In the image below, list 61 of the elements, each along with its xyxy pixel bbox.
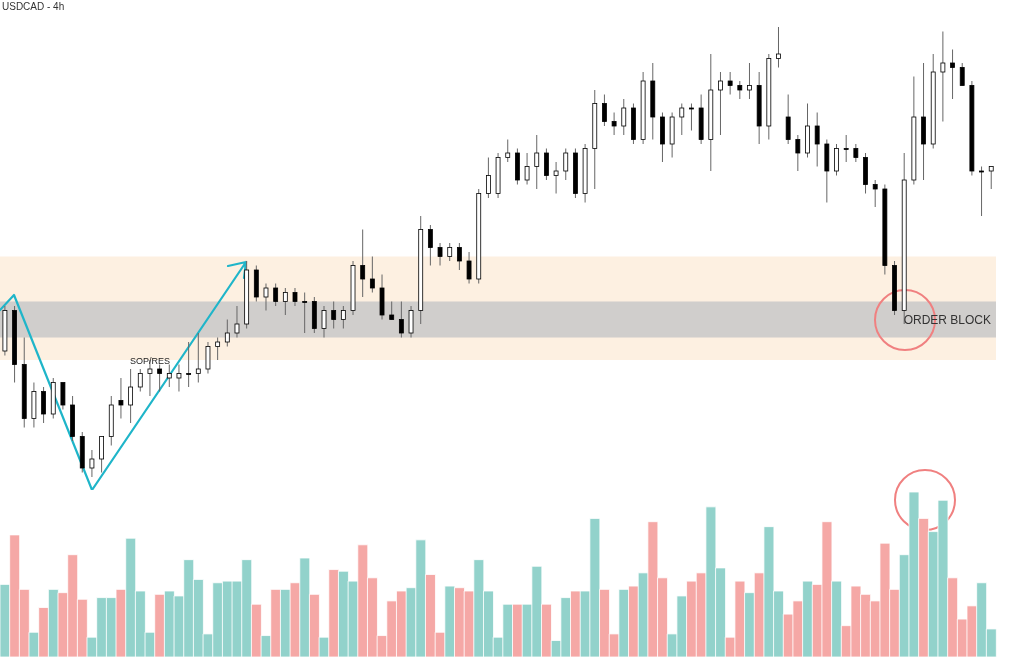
- candlestick: [128, 368, 134, 424]
- candlestick: [205, 341, 211, 374]
- chart-title: USDCAD - 4h: [2, 1, 65, 12]
- candlestick: [234, 305, 240, 338]
- candlestick: [282, 287, 288, 316]
- candlestick: [186, 341, 192, 388]
- candlestick: [843, 134, 849, 163]
- candlestick: [41, 386, 46, 424]
- candlestick: [553, 161, 559, 194]
- candlestick: [563, 148, 569, 181]
- candlestick: [524, 152, 530, 185]
- candlestick: [486, 157, 491, 199]
- candlestick: [331, 301, 337, 329]
- candlestick: [99, 436, 104, 473]
- candlestick: [611, 112, 617, 136]
- candlestick: [137, 368, 143, 392]
- candlestick: [360, 229, 366, 298]
- candlestick: [176, 364, 182, 392]
- candlestick: [408, 305, 414, 338]
- candlestick: [224, 319, 230, 347]
- candlestick: [89, 449, 95, 477]
- candlestick: [718, 71, 723, 136]
- candlestick: [785, 94, 791, 145]
- candlestick: [302, 292, 308, 334]
- candlestick: [263, 283, 269, 311]
- candlestick: [959, 62, 965, 86]
- candlestick: [398, 301, 404, 338]
- candlestick: [157, 364, 163, 392]
- candlestick: [166, 364, 172, 388]
- annotation: SOP/RES: [129, 356, 170, 366]
- candlestick: [940, 31, 946, 122]
- candlestick: [215, 337, 221, 361]
- candlestick: [321, 305, 327, 338]
- candlestick: [950, 49, 955, 100]
- candlestick: [776, 27, 781, 68]
- candlestick: [466, 251, 472, 284]
- candlestick: [369, 256, 375, 293]
- candlestick: [747, 62, 752, 100]
- candlestick: [602, 94, 607, 127]
- candlestick: [979, 166, 984, 217]
- candlestick: [988, 166, 994, 190]
- candlestick: [273, 283, 279, 307]
- candlestick: [727, 71, 733, 95]
- candlestick: [872, 179, 878, 208]
- candlestick: [679, 103, 685, 136]
- candlestick: [795, 134, 801, 172]
- candlestick: [689, 103, 694, 131]
- candlestick: [437, 242, 443, 266]
- candlestick: [505, 139, 511, 163]
- candlestick: [427, 224, 433, 266]
- candlestick: [195, 332, 201, 383]
- candlestick: [118, 377, 124, 419]
- candlestick: [340, 305, 346, 329]
- candlestick: [814, 112, 820, 167]
- candlestick: [534, 134, 540, 190]
- candlestick: [456, 242, 462, 271]
- candlestick: [834, 143, 839, 176]
- candlestick: [60, 382, 66, 410]
- band-label: ORDER BLOCK: [903, 312, 991, 327]
- candlestick: [621, 98, 627, 136]
- candlestick: [544, 148, 549, 181]
